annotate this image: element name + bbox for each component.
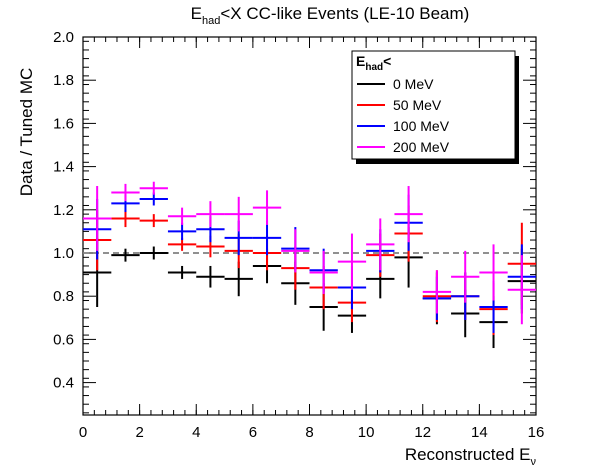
data-point [167, 237, 197, 251]
data-point [139, 192, 168, 206]
x-axis-label: Reconstructed Eν [405, 445, 537, 468]
y-axis-label: Data / Tuned MC [17, 68, 36, 197]
legend-label: 100 MeV [393, 118, 450, 134]
data-point [507, 255, 536, 325]
legend: Ehad< 0 MeV 50 MeV 100 MeV 200 MeV [351, 50, 519, 164]
y-tick-label: 1.8 [53, 72, 74, 89]
data-point [139, 246, 168, 260]
x-tick-label: 10 [358, 424, 375, 441]
y-tick-label: 1.0 [53, 245, 74, 262]
data-point [224, 196, 253, 232]
legend-item: 0 MeV [357, 76, 434, 92]
data-point [394, 186, 423, 243]
y-tick-label: 1.6 [53, 115, 74, 132]
y-tick-label: 1.4 [53, 159, 74, 176]
x-tick-label: 6 [249, 424, 257, 441]
series-layer [83, 181, 536, 349]
x-tick-label: 4 [192, 424, 200, 441]
data-point [167, 265, 197, 279]
data-point [139, 214, 168, 228]
legend-items: 0 MeV 50 MeV 100 MeV 200 MeV [357, 76, 450, 155]
data-point [111, 248, 140, 262]
legend-label: 200 MeV [393, 139, 450, 155]
data-point [111, 209, 140, 228]
data-point [422, 270, 452, 314]
axis-ticks: 0 2 4 6 8 10 12 14 16 0.4 0.6 0.8 1.0 1.2 1.4 1.6 1.8 2.0 [53, 29, 544, 441]
y-tick-label: 2.0 [53, 29, 74, 46]
x-tick-label: 8 [305, 424, 313, 441]
data-point [366, 218, 395, 271]
data-point [196, 201, 225, 228]
legend-item: 100 MeV [357, 118, 450, 134]
data-point [252, 220, 282, 256]
data-point [196, 265, 225, 288]
data-point [167, 207, 197, 225]
x-tick-label: 2 [135, 424, 143, 441]
data-point [167, 222, 197, 241]
data-point [479, 244, 508, 301]
x-tick-label: 0 [79, 424, 87, 441]
legend-item: 200 MeV [357, 139, 450, 155]
legend-title: Ehad< [356, 53, 391, 73]
legend-label: 0 MeV [393, 76, 434, 92]
x-tick-label: 14 [471, 424, 488, 441]
x-tick-label: 16 [528, 424, 545, 441]
series-200-mev [83, 181, 536, 325]
y-tick-label: 0.4 [53, 375, 74, 392]
legend-label: 50 MeV [393, 97, 442, 113]
data-point [337, 233, 367, 290]
data-point [111, 183, 140, 202]
data-point [309, 250, 338, 295]
y-tick-label: 0.8 [53, 288, 74, 305]
data-point [139, 181, 168, 195]
x-tick-label: 12 [414, 424, 431, 441]
data-point [83, 186, 112, 251]
y-tick-label: 1.2 [53, 202, 74, 219]
data-point [281, 229, 310, 273]
data-point [252, 190, 282, 225]
y-tick-label: 0.6 [53, 331, 74, 348]
legend-item: 50 MeV [357, 97, 442, 113]
chart-title: Ehad<X CC-like Events (LE-10 Beam) [191, 4, 470, 27]
data-point [451, 250, 480, 303]
